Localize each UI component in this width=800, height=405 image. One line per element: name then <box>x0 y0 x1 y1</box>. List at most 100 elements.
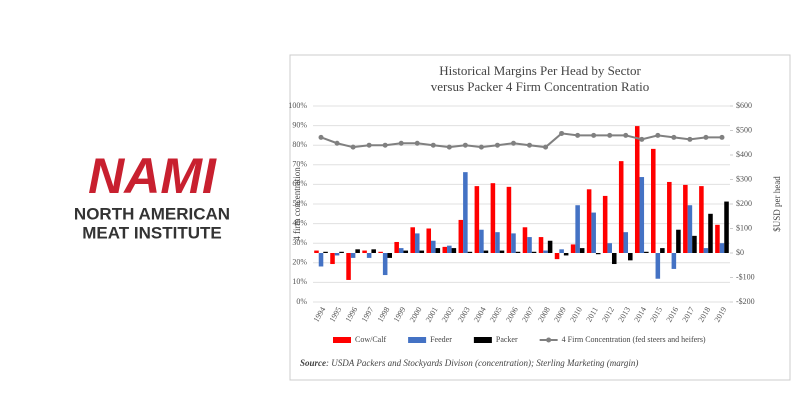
line-marker <box>655 132 661 138</box>
bar <box>563 253 569 256</box>
bar <box>483 250 489 253</box>
line-marker <box>318 134 324 140</box>
y2-tick-label: $500 <box>736 125 752 134</box>
logo-mark: NAMI <box>88 148 217 204</box>
y-tick-label: 60% <box>292 179 307 188</box>
line-marker <box>639 136 645 142</box>
bar <box>595 253 601 255</box>
bar <box>586 189 592 253</box>
legend-item: Feeder <box>408 335 452 344</box>
bar <box>708 213 713 253</box>
bar <box>474 186 480 253</box>
line-marker <box>623 132 629 138</box>
y2-tick-label: $600 <box>736 101 752 110</box>
legend-swatch <box>408 337 427 343</box>
bar <box>579 248 585 253</box>
bar <box>651 148 656 253</box>
line-marker <box>527 142 533 148</box>
bar <box>559 249 564 253</box>
y-tick-label: 10% <box>292 277 307 286</box>
line-marker <box>591 132 597 138</box>
line-marker <box>719 134 725 140</box>
bar <box>458 219 464 253</box>
bar <box>451 248 457 253</box>
y2-tick-label: $200 <box>736 199 752 208</box>
bar <box>467 251 473 253</box>
line-marker <box>703 134 709 140</box>
y-tick-label: 70% <box>292 160 307 169</box>
bar <box>362 250 367 253</box>
y-tick-label: 100% <box>288 101 307 110</box>
line-marker <box>446 144 452 150</box>
y2-tick-label: $0 <box>736 248 744 257</box>
bar <box>323 251 328 253</box>
bar <box>687 205 693 253</box>
bar <box>431 240 436 253</box>
bar <box>414 233 420 253</box>
bar <box>547 240 553 253</box>
y-tick-label: 20% <box>292 258 307 267</box>
y2-tick-label: $100 <box>736 223 752 232</box>
legend-swatch <box>333 337 351 343</box>
bar <box>676 229 681 253</box>
bar <box>499 250 505 253</box>
bar <box>378 251 383 253</box>
bar <box>366 253 372 258</box>
bar <box>644 251 649 253</box>
y-tick-label: 30% <box>292 238 307 247</box>
bar <box>703 248 709 253</box>
legend-item: Cow/Calf <box>333 335 386 344</box>
line-marker <box>414 140 420 146</box>
bar <box>382 253 388 276</box>
bar <box>623 232 629 253</box>
line-marker <box>462 142 468 148</box>
bar <box>435 248 441 253</box>
bar <box>607 243 612 253</box>
y2-axis-label: $USD per head <box>772 176 782 232</box>
bar <box>527 237 532 253</box>
line-marker <box>366 142 372 148</box>
bar <box>570 244 576 253</box>
legend-item: 4 Firm Concentration (fed steers and hei… <box>539 335 706 344</box>
bar <box>671 253 677 269</box>
line-marker <box>478 144 484 150</box>
legend-label: Packer <box>496 335 518 344</box>
bar <box>591 212 596 253</box>
legend-swatch <box>473 337 492 343</box>
bar <box>618 161 624 253</box>
y-tick-label: 90% <box>292 120 307 129</box>
bar <box>426 228 432 253</box>
line-marker <box>559 130 565 136</box>
bar <box>490 183 496 253</box>
chart-subtitle: versus Packer 4 Firm Concentration Ratio <box>431 79 649 94</box>
line-marker <box>334 140 340 146</box>
bar <box>719 243 725 253</box>
y-tick-label: 50% <box>292 199 307 208</box>
bar <box>330 253 335 265</box>
bar <box>314 250 319 253</box>
bar <box>419 250 425 253</box>
y2-tick-label: $400 <box>736 150 752 159</box>
y2-tick-label: -$200 <box>736 297 755 306</box>
bar <box>602 195 608 253</box>
bar <box>447 245 452 253</box>
bar <box>515 251 521 253</box>
bar <box>639 177 645 253</box>
bar <box>506 186 512 253</box>
bar <box>634 126 640 253</box>
bar <box>511 233 516 253</box>
bar <box>339 251 344 253</box>
bar <box>398 248 404 253</box>
bar <box>403 250 409 253</box>
bar <box>628 253 633 261</box>
line-marker <box>350 144 356 150</box>
y-axis-label: 4 firm concentration <box>292 167 302 241</box>
bar <box>531 251 537 253</box>
line-marker <box>607 132 613 138</box>
source-text: : USDA Packers and Stockyards Divison (c… <box>326 358 638 368</box>
bar <box>660 248 665 253</box>
bar <box>715 224 720 253</box>
bar <box>683 184 688 253</box>
source-label: Source <box>300 358 326 368</box>
bar <box>692 235 697 253</box>
